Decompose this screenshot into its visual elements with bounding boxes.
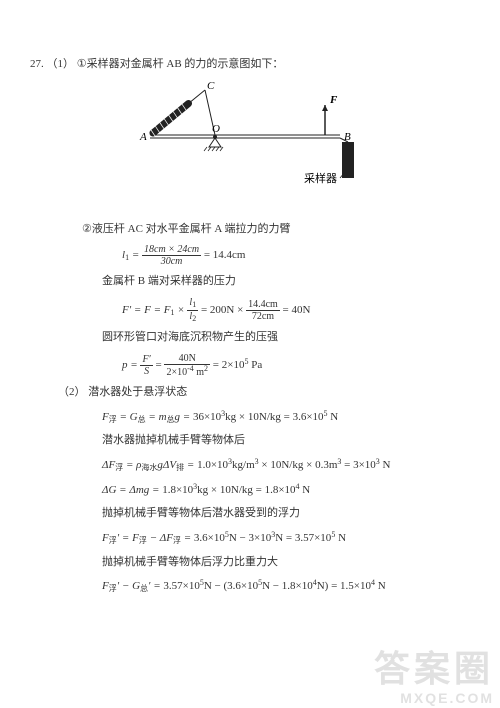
svg-text:采样器: 采样器: [304, 171, 337, 185]
equation-p: p = F′ S = 40N 2×10-4 m2 = 2×105 Pa: [122, 353, 470, 378]
eq3-lhs: p =: [122, 359, 140, 371]
p2-eq2: ΔF浮 = ρ海水gΔV排 = 1.0×103kg/m3 × 10N/kg × …: [102, 456, 470, 475]
p2-eq4: F浮′ = F浮 − ΔF浮 = 3.6×105N − 3×103N = 3.5…: [102, 529, 470, 548]
svg-text:F: F: [329, 94, 338, 106]
eq2-frac1-num: l1: [187, 297, 198, 311]
eq2-mid: = 200N ×: [201, 304, 243, 316]
eq2-rhs: = 40N: [283, 304, 311, 316]
eq2-frac2-num: 14.4cm: [246, 299, 280, 311]
eq3-frac1: F′ S: [140, 354, 152, 377]
svg-text:C: C: [207, 80, 215, 92]
question-number: 27.: [30, 56, 44, 74]
eq1-lhs: l1 =: [122, 249, 142, 261]
eq3-frac1-den: S: [140, 366, 152, 377]
equation-l1: l1 = 18cm × 24cm 30cm = 14.4cm: [122, 244, 470, 267]
equation-F: F′ = F = F1 × l1 l2 = 200N × 14.4cm 72cm…: [122, 297, 470, 324]
sub2-text2: 金属杆 B 端对采样器的压力: [102, 273, 470, 291]
sub2-text1: 液压杆 AC 对水平金属杆 A 端拉力的力臂: [92, 223, 291, 235]
watermark-url: MXQE.COM: [400, 690, 494, 706]
p2-text1: 潜水器处于悬浮状态: [88, 386, 187, 398]
svg-text:B: B: [344, 131, 351, 143]
sub2-heading: ②液压杆 AC 对水平金属杆 A 端拉力的力臂: [82, 221, 470, 239]
page-content: 27. （1） ①采样器对金属杆 AB 的力的示意图如下： A B C O F 采样器 ②…: [0, 0, 500, 622]
sub2-label: ②: [82, 221, 92, 239]
p2-text4: 抛掉机械手臂等物体后浮力比重力大: [102, 554, 470, 572]
part2-label: （2）: [58, 384, 86, 402]
eq2-frac2: 14.4cm 72cm: [246, 299, 280, 322]
watermark-main: 答案圈: [374, 640, 494, 692]
eq2-frac2-den: 72cm: [246, 311, 280, 322]
eq1-den: 30cm: [142, 256, 201, 267]
sub1-label: ①: [77, 56, 87, 74]
svg-text:O: O: [212, 123, 220, 135]
part1-label: （1）: [47, 56, 75, 74]
eq3-eq: =: [155, 359, 161, 371]
eq3-rhs: = 2×105 Pa: [213, 359, 262, 371]
p2-eq3: ΔG = Δmg = 1.8×103kg × 10N/kg = 1.8×104 …: [102, 481, 470, 500]
p2-text3: 抛掉机械手臂等物体后潜水器受到的浮力: [102, 505, 470, 523]
sub2-text3: 圆环形管口对海底沉积物产生的压强: [102, 329, 470, 347]
part2-line1: （2） 潜水器处于悬浮状态: [58, 384, 470, 402]
eq1-num: 18cm × 24cm: [142, 244, 201, 256]
diagram-svg: A B C O F 采样器: [120, 80, 380, 210]
eq2-frac1: l1 l2: [187, 297, 198, 324]
eq3-frac1-num: F′: [140, 354, 152, 366]
eq2-lhs: F′ = F = F1 ×: [122, 304, 187, 316]
eq3-frac2-den: 2×10-4 m2: [164, 365, 210, 378]
p2-eq1: F浮 = G总 = m总g = 36×103kg × 10N/kg = 3.6×…: [102, 408, 470, 427]
p2-eq5: F浮′ − G总′ = 3.57×105N − (3.6×105N − 1.8×…: [102, 577, 470, 596]
eq3-frac2: 40N 2×10-4 m2: [164, 353, 210, 378]
eq2-frac1-den: l2: [187, 311, 198, 324]
intro-text: 采样器对金属杆 AB 的力的示意图如下：: [87, 58, 284, 70]
svg-text:A: A: [139, 131, 147, 143]
eq1-frac: 18cm × 24cm 30cm: [142, 244, 201, 267]
force-diagram: A B C O F 采样器: [30, 80, 470, 213]
p2-text2: 潜水器抛掉机械手臂等物体后: [102, 432, 470, 450]
q27-part1-sub1: 27. （1） ①采样器对金属杆 AB 的力的示意图如下：: [30, 56, 470, 74]
eq1-rhs: = 14.4cm: [204, 249, 246, 261]
